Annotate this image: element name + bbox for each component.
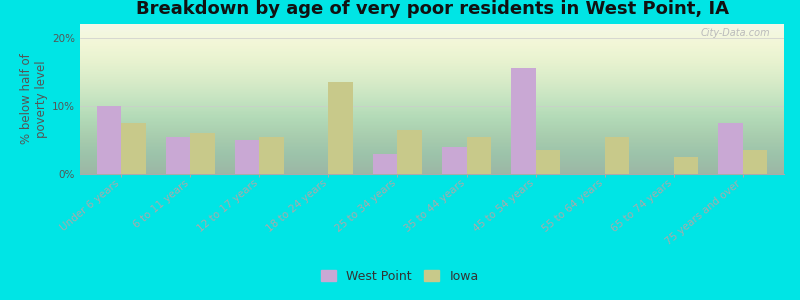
Bar [605, 136, 629, 174]
Bar [535, 150, 560, 174]
Bar [166, 136, 190, 174]
Bar [122, 123, 146, 174]
Bar [718, 123, 742, 174]
Y-axis label: % below half of
poverty level: % below half of poverty level [20, 54, 48, 144]
Title: Breakdown by age of very poor residents in West Point, IA: Breakdown by age of very poor residents … [135, 0, 729, 18]
Legend: West Point, Iowa: West Point, Iowa [316, 265, 484, 288]
Text: City-Data.com: City-Data.com [700, 28, 770, 38]
Bar [235, 140, 259, 174]
Bar [98, 106, 122, 174]
Bar [329, 82, 353, 174]
Bar [511, 68, 535, 174]
Bar [259, 136, 284, 174]
Bar [190, 133, 214, 174]
Bar [742, 150, 766, 174]
Bar [466, 136, 490, 174]
Bar [674, 157, 698, 174]
Bar [442, 147, 466, 174]
Bar [398, 130, 422, 174]
Bar [374, 154, 398, 174]
